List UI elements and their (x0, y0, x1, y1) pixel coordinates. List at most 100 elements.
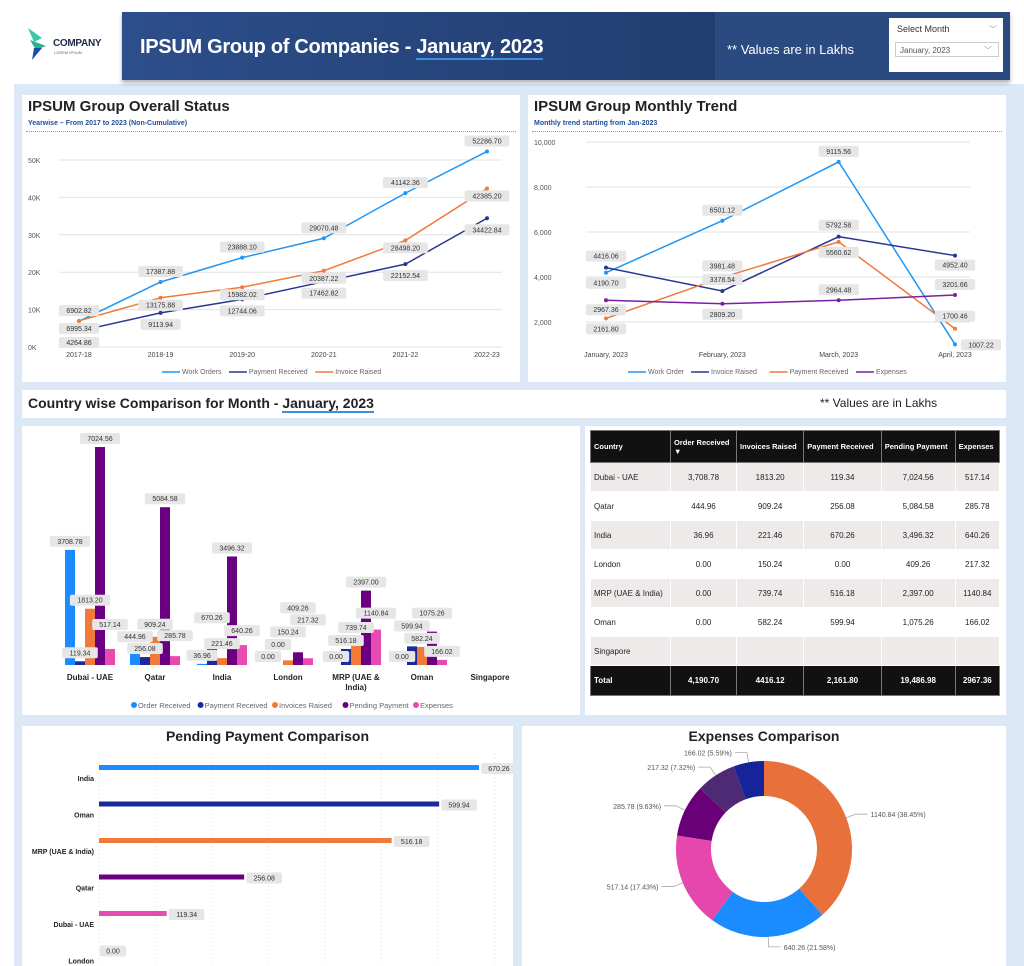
data-point (485, 216, 489, 221)
legend-label: Expenses (876, 369, 907, 376)
month-slicer[interactable]: Select Month ﹀ January, 2023 ﹀ (889, 18, 1003, 72)
column-header[interactable]: Country (589, 430, 672, 463)
slice-label: 640.26 (21.58%) (784, 945, 836, 952)
legend-swatch (272, 702, 278, 708)
data-label: 23888.10 (228, 245, 257, 252)
data-label: 3496.32 (219, 545, 244, 552)
total-cell: 19,486.98 (880, 665, 956, 696)
divider (26, 131, 516, 132)
donut-slice (700, 766, 746, 813)
data-label: 256.08 (253, 876, 275, 883)
table-cell: MRP (UAE & India) (589, 578, 672, 608)
data-label-bg (383, 270, 428, 282)
data-label: 599.94 (448, 803, 470, 810)
title-prefix: IPSUM Group of Companies - (140, 36, 417, 58)
data-label-bg (58, 322, 100, 334)
table-cell (735, 636, 805, 666)
data-label-bg (138, 299, 183, 311)
data-label: 516.18 (401, 839, 423, 846)
total-cell: 2,161.80 (803, 665, 882, 696)
table-cell: 217.32 (954, 549, 1001, 579)
data-label-bg (157, 630, 193, 642)
data-label-bg (464, 190, 510, 202)
month-select[interactable]: January, 2023 ﹀ (895, 42, 999, 57)
data-label: 22152.54 (391, 273, 420, 280)
table-row: London 0.00 150.24 0.00 409.26 217.32 (589, 549, 1001, 579)
units-note: ** Values are in Lakhs (820, 396, 938, 410)
table-cell: 516.18 (803, 578, 882, 608)
legend-label: Order Received (138, 701, 191, 710)
data-label: 5792.58 (826, 223, 851, 230)
data-label-bg (934, 259, 976, 271)
x-tick-label: April, 2023 (938, 352, 972, 359)
table-cell: India (589, 520, 672, 550)
data-label: 166.02 (431, 649, 453, 656)
chart-subtitle: Yearwise – From 2017 to 2023 (Non-Cumula… (28, 120, 188, 127)
x-category-label: India (213, 673, 232, 682)
data-label: 221.46 (211, 641, 233, 648)
data-label: 6995.34 (66, 326, 91, 333)
chevron-down-icon[interactable]: ﹀ (984, 46, 992, 55)
data-label-bg (818, 145, 859, 157)
data-label: 5560.62 (826, 250, 851, 257)
sort-desc-icon[interactable]: ▼ (674, 446, 682, 456)
column-header[interactable]: Invoices Raised (735, 430, 805, 463)
table-cell: 166.02 (954, 607, 1001, 637)
data-label: 4952.40 (942, 263, 967, 270)
table-row: Singapore (589, 636, 1001, 666)
leader-line (767, 936, 781, 948)
bar (99, 874, 245, 880)
column-header[interactable]: Pending Payment (880, 430, 956, 463)
table-cell: Singapore (589, 636, 672, 666)
data-label-bg (345, 576, 387, 588)
bar (99, 801, 440, 807)
data-point (720, 301, 725, 306)
column-header[interactable]: Payment Received (803, 430, 882, 463)
series-line (78, 150, 488, 322)
data-label-bg (702, 204, 743, 216)
data-label: 256.08 (134, 646, 156, 653)
data-label: 1007.22 (968, 342, 993, 349)
table-cell: 670.26 (803, 520, 882, 550)
data-label: 670.26 (488, 766, 510, 773)
data-point (836, 239, 841, 244)
monthly-trend-panel: IPSUM Group Monthly Trend Monthly trend … (528, 95, 1006, 382)
pending-payment-panel: Pending Payment Comparison India 670.26 Om… (22, 726, 513, 966)
table-cell (670, 636, 737, 666)
bar (417, 646, 427, 665)
data-label: 1140.84 (364, 611, 389, 618)
column-header[interactable]: Expenses (954, 430, 1001, 463)
data-point (604, 270, 608, 275)
table-cell: 119.34 (803, 462, 882, 492)
expenses-panel: Expenses Comparison 1140.84 (38.45%) 640.… (522, 726, 1006, 966)
expenses-donut-chart: 1140.84 (38.45%) 640.26 (21.58%) 517.14 (1… (607, 751, 926, 952)
units-note: ** Values are in Lakhs (727, 42, 854, 57)
data-point (604, 298, 608, 303)
y-category-label: Oman (74, 813, 94, 820)
y-category-label: MRP (UAE & India) (32, 849, 94, 856)
bar (160, 507, 170, 665)
x-tick-label: 2020-21 (311, 352, 337, 359)
data-point (77, 318, 81, 323)
data-label-bg (186, 649, 218, 661)
data-label: 41142.36 (391, 180, 420, 187)
leader-line (664, 805, 686, 811)
logo-subtext: LOREM IPSUM (54, 50, 83, 55)
total-cell: Total (589, 665, 672, 696)
column-header[interactable]: Order Received ▼ (670, 430, 737, 463)
data-label-bg (301, 222, 347, 234)
data-label-bg (301, 272, 347, 284)
donut-slice (677, 788, 726, 841)
data-label: 516.18 (335, 638, 357, 645)
bar (197, 663, 207, 665)
table-cell: 221.46 (735, 520, 805, 550)
data-label-bg (383, 242, 428, 254)
chevron-down-icon[interactable]: ﹀ (989, 25, 997, 34)
table-cell (954, 636, 1001, 666)
table-cell: 1,075.26 (880, 607, 956, 637)
data-label-bg (934, 310, 976, 322)
data-label-bg (383, 177, 428, 189)
bar (105, 648, 115, 665)
country-bar-panel: Dubai - UAE Qatar India London MRP (UAE & Ind… (22, 426, 580, 715)
company-logo: COMPANY LOREM IPSUM (26, 24, 116, 64)
